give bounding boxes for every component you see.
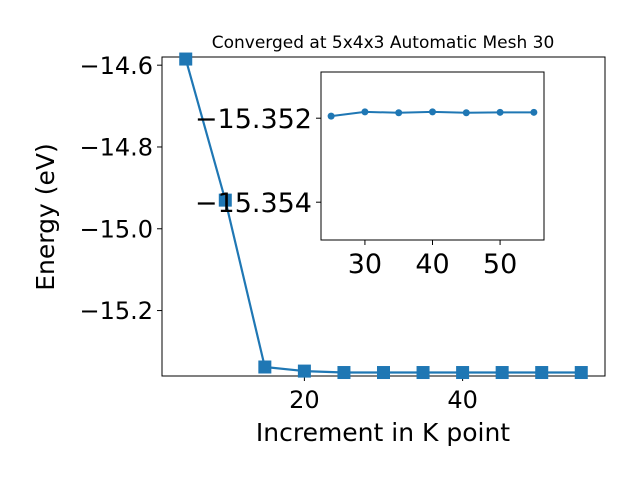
main-x-tick-label: 20 — [289, 386, 320, 414]
main-y-tick-label: −15.0 — [79, 215, 153, 243]
main-x-ticks: 20 40 — [289, 376, 478, 414]
main-y-tick-label: −14.6 — [79, 52, 153, 80]
main-data-point — [495, 366, 509, 380]
inset-x-tick-label: 30 — [348, 249, 382, 280]
main-series — [179, 52, 588, 380]
main-data-point — [574, 366, 588, 380]
main-data-point — [258, 360, 272, 374]
inset-data-point — [429, 108, 436, 116]
main-data-point — [218, 193, 232, 207]
main-data-point — [337, 366, 351, 380]
inset-plot-frame — [320, 71, 545, 241]
inset-x-ticks: 30 40 50 — [348, 240, 517, 280]
main-data-point — [297, 364, 311, 378]
inset-y-ticks: −15.354 −15.352 — [195, 104, 321, 219]
inset-data-point — [530, 108, 538, 116]
main-axes: 20 40 −15.2−15.0−14.8−14.6 — [79, 52, 606, 414]
inset-y-tick-label: −15.352 — [195, 104, 312, 135]
inset-background — [321, 72, 544, 240]
inset-data-point — [327, 112, 335, 120]
inset-x-tick-label: 50 — [483, 249, 517, 280]
main-data-point — [377, 366, 390, 380]
inset-data-point — [395, 109, 403, 117]
main-data-point — [456, 366, 470, 380]
main-y-ticks: −15.2 −15.0 −14.8 −14.6 — [79, 52, 162, 325]
main-y-tick-label: −14.8 — [79, 134, 153, 162]
inset-data-point — [361, 108, 369, 116]
inset-axes: 30 40 50 −15.354 −15.352 — [195, 71, 545, 280]
inset-y-tick-label: −15.354 — [195, 188, 312, 219]
main-data-point — [179, 52, 193, 66]
inset-x-tick-label: 40 — [415, 249, 449, 280]
inset-data-point — [496, 108, 504, 116]
chart-title: Converged at 5x4x3 Automatic Mesh 30 — [212, 33, 555, 53]
x-axis-label: Increment in K point — [256, 418, 510, 447]
main-data-point — [416, 366, 430, 380]
inset-series — [327, 108, 538, 120]
main-x-tick-label: 40 — [447, 386, 478, 414]
y-axis-label: Energy (eV) — [31, 143, 60, 290]
main-y-tick-label: −15.2 — [79, 297, 153, 325]
main-data-point — [535, 366, 549, 380]
inset-data-point — [462, 109, 470, 117]
